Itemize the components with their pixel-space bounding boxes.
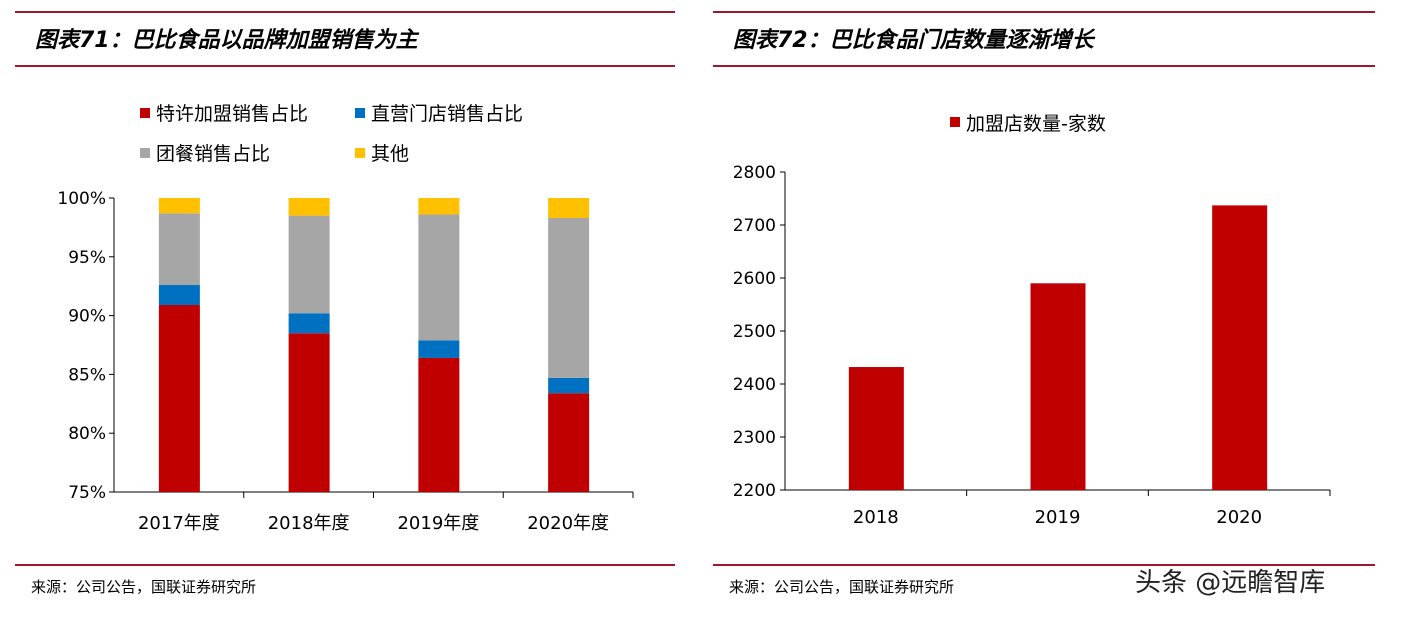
bar-segment: [548, 217, 590, 378]
title-rule: [713, 65, 1375, 67]
bar: [1212, 205, 1268, 490]
x-tick-label: 2019: [1035, 507, 1081, 528]
bar-segment: [418, 357, 460, 492]
chart-title: 图表72：巴比食品门店数量逐渐增长: [733, 28, 1094, 53]
legend-label: 特许加盟销售占比: [156, 103, 308, 125]
y-tick-label: 2700: [733, 216, 776, 236]
y-tick-label: 2800: [733, 163, 776, 183]
y-tick-label: 2400: [733, 375, 776, 395]
legend-label: 直营门店销售占比: [371, 103, 523, 125]
y-tick-label: 2600: [733, 269, 776, 289]
bar-segment: [158, 285, 200, 306]
y-tick-label: 100%: [57, 189, 106, 209]
legend-label: 其他: [371, 143, 409, 165]
legend-swatch: [140, 148, 150, 158]
x-tick-label: 2020: [1216, 507, 1262, 528]
bar-segment: [548, 393, 590, 492]
legend-swatch: [355, 108, 365, 118]
bar-segment: [158, 198, 200, 214]
legend-swatch: [950, 117, 960, 127]
right-panel: 图表72：巴比食品门店数量逐渐增长 来源：公司公告，国联证券研究所: [713, 0, 1375, 617]
x-tick-label: 2020年度: [527, 513, 609, 534]
bar-segment: [288, 198, 330, 216]
legend-swatch: [140, 108, 150, 118]
y-tick-label: 95%: [68, 248, 106, 268]
legend-swatch: [355, 148, 365, 158]
x-tick-label: 2018年度: [268, 513, 350, 534]
x-tick-label: 2018: [853, 507, 899, 528]
y-tick-label: 2200: [733, 481, 776, 501]
bar-segment: [158, 213, 200, 286]
bar-segment: [158, 305, 200, 492]
bottom-rule: [713, 564, 1375, 566]
source-note: 来源：公司公告，国联证券研究所: [31, 578, 257, 596]
y-tick-label: 90%: [68, 307, 106, 327]
y-tick-label: 2500: [733, 322, 776, 342]
bar-segment: [288, 215, 330, 314]
x-tick-label: 2017年度: [138, 513, 220, 534]
y-tick-label: 2300: [733, 428, 776, 448]
top-rule: [713, 11, 1375, 13]
bar-segment: [418, 340, 460, 358]
bar-segment: [288, 313, 330, 334]
bar-segment: [288, 333, 330, 492]
bar-segment: [548, 198, 590, 218]
bottom-rule: [15, 564, 675, 566]
left-panel: 图表71：巴比食品以品牌加盟销售为主 来源：公司公告，国联证券研究所: [15, 0, 675, 617]
bar-segment: [548, 377, 590, 394]
chart-title: 图表71：巴比食品以品牌加盟销售为主: [35, 28, 418, 53]
x-tick-label: 2019年度: [397, 513, 479, 534]
bar: [1030, 283, 1086, 490]
bar-segment: [418, 198, 460, 215]
watermark: 头条 @远瞻智库: [1135, 568, 1326, 598]
y-tick-label: 80%: [68, 424, 106, 444]
title-rule: [15, 65, 675, 67]
y-tick-label: 85%: [68, 365, 106, 385]
source-note: 来源：公司公告，国联证券研究所: [729, 578, 955, 596]
legend-label: 加盟店数量-家数: [966, 113, 1106, 135]
legend-label: 团餐销售占比: [156, 143, 270, 165]
bar-segment: [418, 214, 460, 341]
y-tick-label: 75%: [68, 483, 106, 503]
top-rule: [15, 11, 675, 13]
bar: [848, 367, 904, 490]
